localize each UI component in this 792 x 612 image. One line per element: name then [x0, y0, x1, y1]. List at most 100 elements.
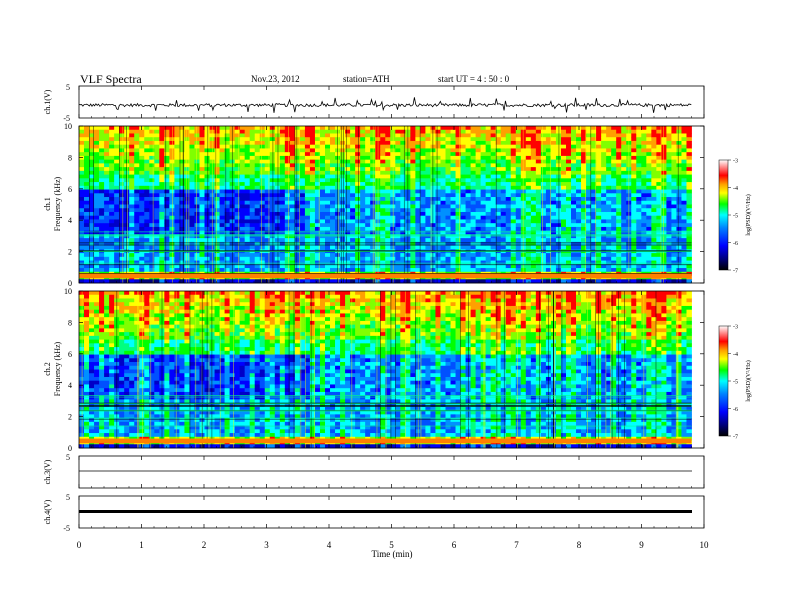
spectrogram-cell: [550, 126, 557, 131]
spectrogram-cell: [159, 245, 165, 250]
spectrogram-cell: [314, 189, 321, 194]
spectrogram-cell: [79, 211, 85, 217]
spectrogram-cell: [420, 230, 426, 235]
spectrogram-cell: [535, 226, 542, 232]
spectrogram-cell: [495, 197, 502, 202]
spectrogram-cell: [219, 140, 225, 146]
spectrogram-cell: [515, 133, 522, 138]
spectrogram-cell: [591, 253, 597, 258]
spectrogram-cell: [450, 256, 456, 261]
spectrogram-cell: [395, 260, 401, 265]
spectrogram-cell: [199, 159, 205, 164]
spectrogram-cell: [470, 264, 477, 269]
spectrogram-cell: [169, 163, 175, 168]
spectrogram-cell: [666, 193, 672, 198]
spectrogram-cell: [325, 260, 331, 265]
spectrogram-cell: [641, 279, 647, 284]
spectrogram-cell: [109, 200, 115, 205]
spectrogram-cell: [545, 129, 552, 134]
spectrogram-cell: [264, 170, 271, 175]
spectrogram-cell: [199, 253, 205, 258]
spectrogram-cell: [144, 189, 150, 194]
spectrogram-cell: [616, 174, 622, 179]
spectrogram-cell: [179, 167, 185, 172]
spectrogram-cell: [154, 219, 160, 224]
spectrogram-cell: [239, 253, 246, 258]
spectrogram-cell: [119, 148, 125, 153]
spectrogram-cell: [621, 234, 627, 239]
spectrogram-cell: [89, 148, 95, 153]
spectrogram-cell: [560, 163, 567, 168]
spectrogram-cell: [576, 200, 582, 205]
spectrogram-cell: [435, 167, 441, 172]
spectrogram-cell: [450, 193, 456, 198]
spectrogram-cell: [355, 230, 361, 235]
spectrogram-cell: [114, 152, 120, 157]
spectrogram-cell: [631, 193, 637, 198]
spectrogram-cell: [470, 152, 477, 157]
spectrogram-cell: [244, 223, 251, 228]
spectrogram-cell: [319, 140, 326, 146]
spectrogram-cell: [525, 208, 532, 213]
spectrogram-cell: [169, 268, 175, 273]
spectrogram-cell: [385, 167, 391, 172]
spectrogram-cell: [475, 197, 482, 202]
spectrogram-cell: [485, 219, 492, 224]
spectrogram-cell: [214, 185, 220, 190]
spectrogram-cell: [395, 133, 401, 138]
spectrogram-cell: [535, 238, 542, 243]
spectrogram-cell: [159, 126, 165, 131]
spectrogram-cell: [651, 230, 657, 235]
spectrogram-cell: [355, 226, 361, 232]
spectrogram-cell: [415, 137, 421, 142]
spectrogram-cell: [189, 234, 195, 239]
spectrogram-cell: [515, 226, 522, 232]
spectrogram-cell: [525, 241, 532, 247]
spectrogram-cell: [224, 144, 231, 149]
spectrogram-cell: [510, 163, 517, 168]
spectrogram-cell: [94, 245, 100, 250]
spectrogram-cell: [380, 193, 386, 198]
spectrogram-cell: [194, 182, 200, 187]
spectrogram-cell: [380, 182, 386, 187]
spectrogram-cell: [425, 268, 431, 273]
spectrogram-cell: [545, 155, 552, 161]
spectrogram-cell: [119, 211, 125, 217]
spectrogram-cell: [606, 129, 612, 134]
spectrogram-cell: [535, 264, 542, 269]
spectrogram-cell: [199, 226, 205, 232]
spectrogram-cell: [189, 185, 195, 190]
spectrogram-cell: [495, 238, 502, 243]
spectrogram-cell: [134, 268, 140, 273]
spectrogram-cell: [340, 219, 346, 224]
spectrogram-cell: [540, 129, 547, 134]
spectrogram-cell: [214, 133, 220, 138]
spectrogram-cell: [239, 126, 246, 131]
spectrogram-cell: [445, 140, 451, 146]
spectrogram-cell: [84, 170, 90, 175]
spectrogram-cell: [540, 163, 547, 168]
spectrogram-cell: [169, 260, 175, 265]
spectrogram-cell: [194, 155, 200, 161]
spectrogram-cell: [304, 126, 311, 131]
spectrogram-cell: [581, 234, 587, 239]
spectrogram-cell: [304, 264, 311, 269]
spectrogram-cell: [606, 152, 612, 157]
spectrogram-cell: [204, 155, 210, 161]
spectrogram-cell: [340, 279, 346, 284]
spectrogram-cell: [490, 129, 497, 134]
spectrogram-cell: [490, 230, 497, 235]
spectrogram-cell: [651, 223, 657, 228]
spectrogram-cell: [149, 238, 155, 243]
spectrogram-cell: [159, 133, 165, 138]
spectrogram-cell: [410, 140, 416, 146]
spectrogram-cell: [204, 185, 210, 190]
spectrogram-cell: [159, 144, 165, 149]
ch1-waveform-trace: [78, 97, 692, 113]
spectrogram-cell: [299, 223, 306, 228]
spectrogram-cell: [530, 148, 537, 153]
spectrogram-cell: [540, 204, 547, 209]
spectrogram-cell: [581, 256, 587, 261]
spectrogram-cell: [314, 208, 321, 213]
spectrogram-cell: [465, 148, 471, 153]
